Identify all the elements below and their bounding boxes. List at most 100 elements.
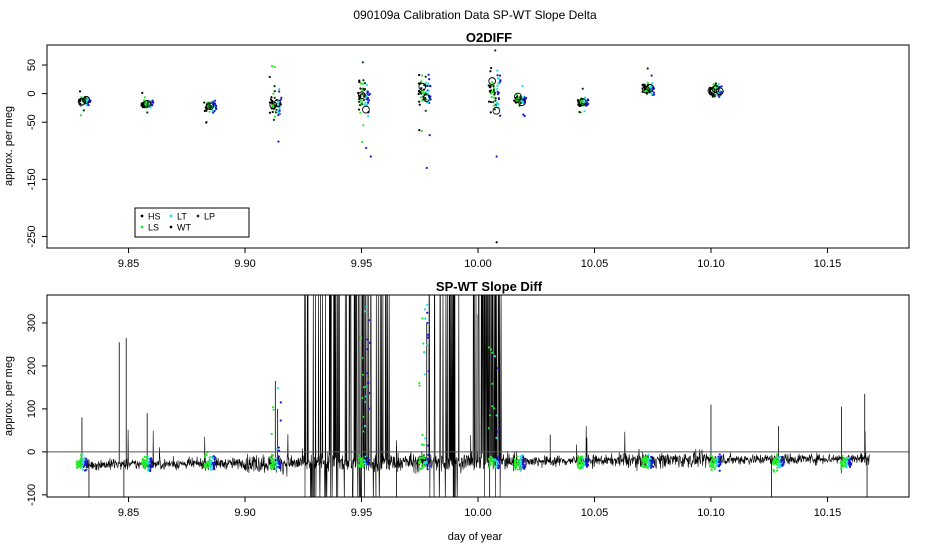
cal-point-lt [647,457,650,460]
cal-point-lt [521,454,524,457]
cal-point-hs [489,348,493,351]
slope-diff-plot-area [47,295,909,497]
cal-point-hs [269,456,272,459]
cal-point-wt [522,461,525,464]
legend-box [134,207,250,238]
cal-point-lt [80,454,84,457]
cal-point-wt [213,462,216,465]
cal-point-wt [650,464,653,467]
cal-point-lt [519,468,523,471]
cal-point-ls [422,463,425,466]
cal-point-wt [428,462,431,465]
cal-point-wt [279,401,282,404]
data-point-hs [271,110,274,114]
data-point-wt [585,104,588,107]
cal-point-wt [498,427,501,430]
cal-point-wt [650,462,653,465]
cal-point-wt [780,458,783,462]
x-tick-label: 10.15 [814,258,842,270]
data-point-lp [273,89,276,93]
data-point-lp [362,79,365,82]
cal-point-ls [775,462,778,465]
data-point-lp [362,98,365,102]
cal-point-hs [514,468,517,471]
cal-point-ls [362,386,365,389]
data-point-wt [280,96,283,99]
data-point-lp [273,85,276,88]
data-point-wt [498,114,502,117]
cal-point-wt [426,311,429,314]
data-point-wt [366,101,370,104]
data-point-ls [420,129,423,133]
cal-point-hs [772,468,775,472]
cal-point-wt [149,460,152,463]
cal-point-lt [583,463,586,466]
data-point-wt [720,85,723,88]
cal-point-hs [841,454,844,458]
cal-point-wt [717,455,720,458]
cluster-mean-circle [715,87,724,96]
cluster-mean-circle [513,92,522,101]
cal-point-hs [577,459,580,462]
data-point-lt [497,102,500,106]
cal-point-lt [582,464,585,468]
cal-point-ls [842,457,846,460]
cal-point-wt [428,465,432,468]
data-point-lp [713,93,716,96]
y-tick-label: 0 [26,449,38,455]
cal-point-wt [368,391,371,395]
cal-point-hs [418,384,421,387]
slope-diff-xlabel: day of year [448,531,503,543]
data-point-lp [146,111,149,114]
cal-point-lt [275,464,278,467]
cal-point-wt [496,367,500,370]
cal-point-wt [522,456,525,459]
data-point-ls [492,96,495,99]
cal-point-wt [850,457,853,460]
data-point-lp [361,61,364,64]
cal-point-hs [576,454,579,457]
data-point-lp [424,75,427,78]
data-point-wt [278,90,281,93]
cal-point-ls [644,459,647,462]
data-point-hs [418,100,421,103]
cal-point-lt [647,453,650,457]
data-point-wt [367,93,371,96]
x-tick-label: 9.95 [351,507,372,519]
cal-point-hs [488,414,492,417]
y-tick-label: 0 [26,91,38,97]
cal-point-lt [584,456,587,459]
cal-point-lt [364,395,367,398]
cal-point-lt [778,463,781,466]
data-point-lp [494,49,497,52]
cal-point-ls [272,454,275,457]
cal-point-hs [487,346,490,349]
data-point-ls [420,74,424,77]
data-point-lt [278,87,281,91]
cal-point-wt [652,459,655,462]
x-tick-label: 10.15 [814,507,842,519]
cal-point-lt [81,461,85,464]
cal-point-hs [840,467,843,470]
cal-point-wt [149,458,152,461]
cal-point-hs [420,456,423,459]
data-point-hs [417,89,421,93]
cal-point-wt [427,453,430,457]
cluster-mean-circle [78,97,87,106]
cluster-mean-circle [273,99,282,108]
cal-point-hs [420,464,423,467]
data-point-lp [361,103,364,106]
y-tick-label: -100 [26,484,38,506]
x-tick-label: 9.85 [118,258,139,270]
cal-point-wt [584,457,588,461]
cal-point-ls [711,458,714,461]
cal-point-wt [780,455,783,459]
cal-point-wt [279,419,282,422]
cal-point-wt [497,458,500,462]
data-point-lp [361,92,364,96]
cal-point-wt [366,348,369,351]
data-point-hs [514,101,518,104]
cal-point-ls [422,443,425,447]
data-point-hs [203,109,206,113]
data-point-lt [426,82,430,85]
